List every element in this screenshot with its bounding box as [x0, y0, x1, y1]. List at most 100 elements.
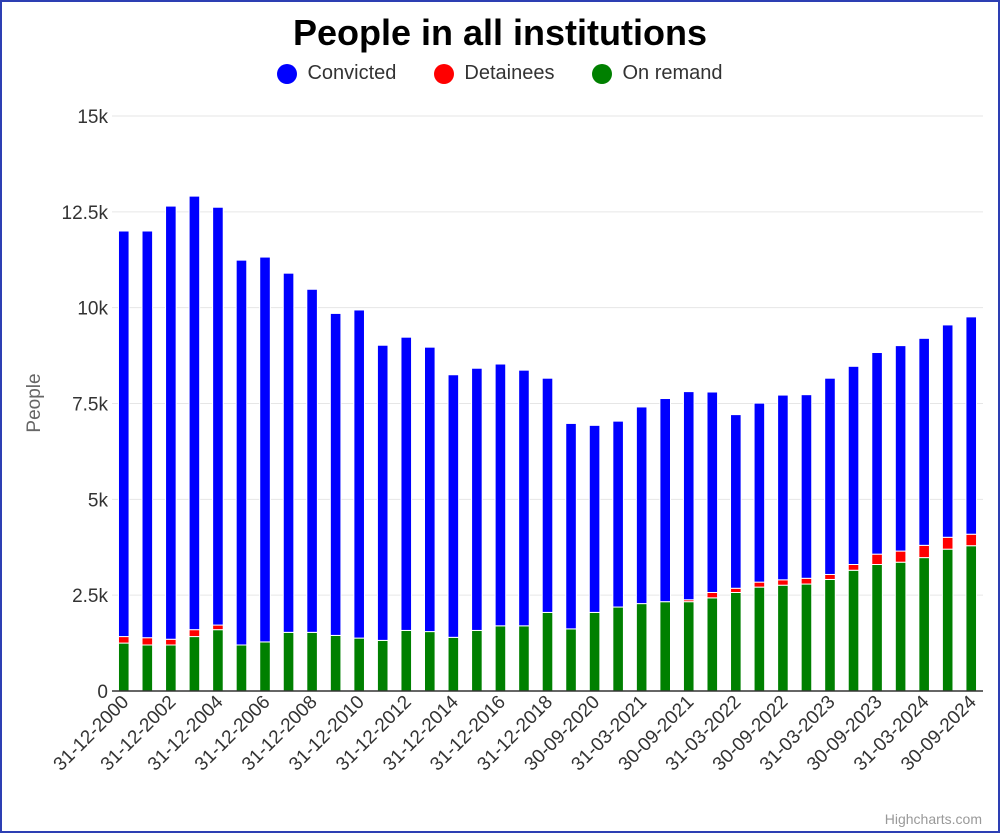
bar-detainees[interactable] — [824, 573, 836, 580]
bar-on-remand[interactable] — [282, 631, 295, 692]
bar-on-remand[interactable] — [518, 625, 530, 692]
bar-on-remand[interactable] — [871, 564, 883, 692]
legend-marker-on-remand — [592, 63, 613, 84]
bar-detainees[interactable] — [212, 624, 224, 631]
bar-on-remand[interactable] — [941, 548, 954, 692]
bar-detainees[interactable] — [777, 579, 789, 586]
bar-on-remand[interactable] — [165, 644, 177, 692]
bar-convicted[interactable] — [635, 406, 648, 605]
bar-detainees[interactable] — [894, 550, 907, 563]
bar-convicted[interactable] — [588, 424, 601, 613]
bar-on-remand[interactable] — [730, 591, 742, 692]
bar-on-remand[interactable] — [612, 606, 624, 692]
bar-on-remand[interactable] — [588, 611, 601, 692]
bar-convicted[interactable] — [753, 402, 766, 583]
bar-convicted[interactable] — [800, 394, 813, 579]
bar-convicted[interactable] — [141, 230, 154, 639]
x-axis-ticks: 31-12-200031-12-200231-12-200431-12-2006… — [50, 691, 981, 775]
bar-detainees[interactable] — [871, 553, 883, 566]
bar-convicted[interactable] — [400, 336, 413, 631]
bar-on-remand[interactable] — [894, 561, 907, 692]
bar-convicted[interactable] — [706, 391, 719, 593]
bar-convicted[interactable] — [424, 346, 436, 633]
bar-convicted[interactable] — [282, 272, 295, 633]
legend-item-convicted[interactable]: Convicted — [277, 62, 396, 85]
bar-convicted[interactable] — [659, 398, 671, 603]
bar-convicted[interactable] — [212, 206, 224, 626]
bar-convicted[interactable] — [447, 374, 460, 638]
bar-detainees[interactable] — [117, 636, 130, 644]
bar-convicted[interactable] — [682, 391, 695, 601]
bar-on-remand[interactable] — [847, 569, 860, 692]
bar-on-remand[interactable] — [777, 584, 789, 692]
bar-convicted[interactable] — [871, 352, 883, 555]
bar-on-remand[interactable] — [212, 629, 224, 692]
bar-convicted[interactable] — [165, 205, 177, 640]
bar-detainees[interactable] — [800, 577, 813, 585]
bar-convicted[interactable] — [494, 363, 507, 627]
bar-on-remand[interactable] — [565, 628, 577, 692]
bar-on-remand[interactable] — [471, 629, 483, 692]
bar-on-remand[interactable] — [376, 639, 389, 692]
bar-on-remand[interactable] — [541, 611, 554, 692]
bar-on-remand[interactable] — [824, 578, 836, 692]
chart-title: People in all institutions — [292, 12, 708, 53]
bar-detainees[interactable] — [188, 629, 201, 638]
bar-on-remand[interactable] — [706, 597, 719, 692]
bar-convicted[interactable] — [541, 377, 554, 613]
bar-on-remand[interactable] — [635, 603, 648, 692]
bar-on-remand[interactable] — [753, 586, 766, 692]
bar-convicted[interactable] — [353, 309, 365, 639]
bar-on-remand[interactable] — [494, 625, 507, 692]
bar-detainees[interactable] — [941, 536, 954, 550]
bar-convicted[interactable] — [612, 420, 624, 608]
bar-convicted[interactable] — [329, 312, 342, 636]
bar-convicted[interactable] — [965, 316, 978, 535]
bar-convicted[interactable] — [918, 337, 930, 546]
bar-detainees[interactable] — [847, 564, 860, 571]
bar-convicted[interactable] — [824, 377, 836, 575]
bar-convicted[interactable] — [518, 369, 530, 627]
bar-on-remand[interactable] — [141, 644, 154, 692]
bar-on-remand[interactable] — [117, 642, 130, 692]
bar-convicted[interactable] — [188, 195, 201, 631]
bar-detainees[interactable] — [753, 581, 766, 588]
y-tick-label: 2.5k — [72, 586, 108, 607]
bar-on-remand[interactable] — [235, 644, 248, 692]
bar-convicted[interactable] — [235, 259, 248, 646]
bar-on-remand[interactable] — [306, 631, 318, 692]
bar-on-remand[interactable] — [659, 601, 671, 692]
bar-on-remand[interactable] — [329, 634, 342, 692]
bar-convicted[interactable] — [941, 324, 954, 538]
bar-on-remand[interactable] — [918, 557, 930, 692]
legend-item-detainees[interactable]: Detainees — [434, 62, 554, 85]
bar-convicted[interactable] — [259, 256, 271, 643]
bar-convicted[interactable] — [847, 365, 860, 566]
bar-detainees[interactable] — [706, 591, 719, 599]
bar-on-remand[interactable] — [447, 636, 460, 692]
bar-on-remand[interactable] — [800, 583, 813, 692]
bar-convicted[interactable] — [117, 230, 130, 638]
legend-label-convicted: Convicted — [307, 62, 397, 84]
bar-convicted[interactable] — [306, 288, 318, 633]
bar-detainees[interactable] — [730, 587, 742, 593]
credits-link[interactable]: Highcharts.com — [884, 811, 982, 827]
bar-on-remand[interactable] — [188, 636, 201, 692]
bar-detainees[interactable] — [918, 544, 930, 559]
bar-on-remand[interactable] — [353, 637, 365, 692]
bar-convicted[interactable] — [376, 344, 389, 641]
bar-convicted[interactable] — [730, 414, 742, 589]
bar-convicted[interactable] — [894, 345, 907, 552]
bar-on-remand[interactable] — [965, 545, 978, 692]
bar-detainees[interactable] — [141, 637, 154, 646]
bar-on-remand[interactable] — [259, 641, 271, 692]
bar-detainees[interactable] — [165, 638, 177, 646]
bar-detainees[interactable] — [965, 533, 978, 547]
bar-convicted[interactable] — [471, 367, 483, 631]
bar-on-remand[interactable] — [682, 601, 695, 692]
bar-on-remand[interactable] — [424, 631, 436, 692]
legend-item-on-remand[interactable]: On remand — [592, 62, 723, 85]
bar-convicted[interactable] — [777, 394, 789, 581]
bar-on-remand[interactable] — [400, 629, 413, 692]
bar-convicted[interactable] — [565, 422, 577, 630]
